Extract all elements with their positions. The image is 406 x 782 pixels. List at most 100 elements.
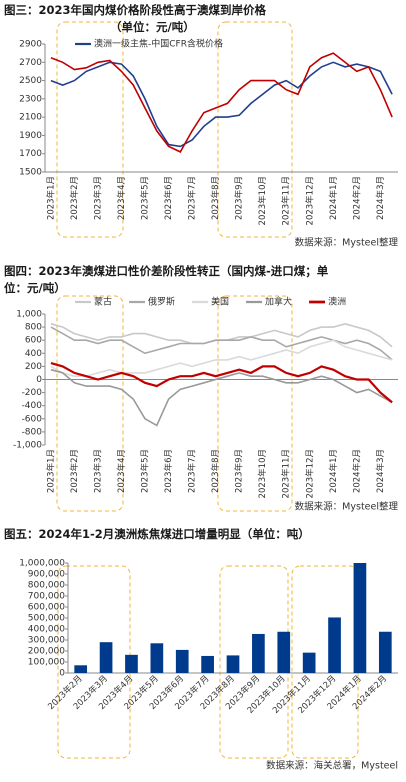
x-tick-label: 2023年5月: [140, 176, 151, 220]
y-tick-label: 2900: [19, 40, 42, 50]
y-tick-label: 2100: [19, 113, 42, 123]
bar: [353, 563, 367, 673]
legend-label: 澳洲一级主焦-中国CFR含税价格: [94, 38, 223, 50]
x-tick-label: 2023年5月: [140, 449, 151, 493]
highlight: [56, 295, 124, 512]
source: 数据来源：Mysteel整理: [295, 237, 399, 249]
x-tick-label: 2023年12月: [304, 449, 315, 498]
x-tick-label: 2023年7月: [187, 449, 198, 493]
bar: [175, 649, 189, 673]
y-tick-label: 900,000: [28, 570, 65, 580]
legend-label: 美国: [211, 296, 229, 308]
x-tick-label: 2023年1月: [45, 449, 56, 493]
x-tick-label: 2024年1月: [328, 449, 339, 493]
y-tick-label: 200: [25, 362, 42, 372]
x-tick-label: 2024年2月: [351, 176, 362, 220]
series-line: [50, 322, 393, 348]
y-tick-label: 400,000: [28, 625, 65, 635]
y-tick-label: 1700: [19, 149, 42, 159]
x-tick-label: 2023年3月: [92, 176, 103, 220]
y-tick-label: 800,000: [28, 581, 65, 591]
y-tick-label: 2500: [19, 76, 42, 86]
x-tick-label: 2023年9月: [234, 176, 245, 220]
y-tick-label: 1500: [19, 168, 42, 178]
chart-subtitle: （单位：元/吨）: [110, 20, 195, 34]
bar: [201, 655, 214, 673]
y-tick-label: -200: [22, 388, 43, 398]
y-tick-label: 1,000,000: [19, 559, 65, 569]
x-tick-label: 2023年7月: [187, 176, 198, 220]
x-tick-label: 2023年4月: [116, 176, 127, 220]
x-tick-label: 2023年11月: [281, 176, 292, 225]
y-tick-label: 400: [25, 349, 42, 359]
x-tick-label: 2024年2月: [351, 449, 362, 493]
y-tick-label: 1,000: [16, 310, 42, 320]
y-tick-label: 800: [25, 323, 42, 333]
chart-title: 图五：2024年1-2月澳洲炼焦煤进口增量明显（单位：吨）: [4, 527, 310, 541]
source: 数据来源：海关总署，Mysteel: [266, 760, 398, 772]
highlight: [217, 295, 293, 512]
chart-title: 图三：2023年国内煤价格阶段性高于澳煤到岸价格: [4, 3, 267, 17]
source: 数据来源：Mysteel整理: [295, 501, 399, 513]
bar: [226, 655, 240, 673]
bar: [150, 643, 164, 673]
x-tick-label: 2024年3月: [375, 176, 386, 220]
y-tick-label: 2300: [19, 94, 42, 104]
bar: [328, 617, 341, 673]
y-tick-label: 200,000: [28, 647, 65, 657]
series-line: [50, 61, 393, 148]
x-tick-label: 2023年2月: [69, 449, 80, 493]
y-tick-label: -400: [22, 401, 43, 411]
y-tick-label: 600: [25, 336, 42, 346]
series-line: [50, 339, 393, 377]
highlight: [291, 565, 359, 759]
bar: [277, 631, 291, 673]
x-tick-label: 2023年8月: [210, 176, 221, 220]
x-tick-label: 2023年8月: [210, 449, 221, 493]
y-tick-label: 100,000: [28, 658, 65, 668]
x-tick-label: 2023年3月: [92, 449, 103, 493]
y-tick-label: 0: [59, 669, 65, 679]
x-tick-label: 2023年12月: [304, 176, 315, 225]
x-tick-label: 2023年10月: [257, 449, 268, 498]
y-tick-label: 500,000: [28, 614, 65, 624]
x-tick-label: 2023年2月: [69, 176, 80, 220]
highlight: [217, 21, 293, 238]
bar: [302, 652, 316, 673]
legend-label: 加拿大: [265, 296, 292, 308]
y-tick-label: 600,000: [28, 603, 65, 613]
y-tick-label: -600: [22, 414, 43, 424]
bar: [99, 642, 113, 673]
bar: [74, 665, 88, 673]
series-line: [50, 368, 393, 427]
series-line: [50, 52, 393, 153]
y-tick-label: -1,000: [13, 441, 42, 451]
y-tick-label: 1900: [19, 131, 42, 141]
y-tick-label: -800: [22, 427, 43, 437]
y-tick-label: 300,000: [28, 636, 65, 646]
chart-title: 图四：2023年澳煤进口性价差阶段性转正（国内煤-进口煤；单位：元/吨）: [4, 264, 329, 295]
series-line: [50, 326, 393, 361]
highlight: [56, 21, 124, 238]
x-tick-label: 2023年6月: [163, 176, 174, 220]
x-tick-label: 2023年4月: [116, 449, 127, 493]
x-tick-label: 2024年3月: [375, 449, 386, 493]
x-tick-label: 2023年10月: [257, 176, 268, 225]
y-tick-label: 0: [36, 375, 42, 385]
series-line: [50, 362, 393, 404]
y-tick-label: 700,000: [28, 592, 65, 602]
x-tick-label: 2023年1月: [45, 176, 56, 220]
bar: [378, 631, 392, 673]
x-tick-label: 2023年9月: [234, 449, 245, 493]
x-tick-label: 2023年6月: [163, 449, 174, 493]
y-tick-label: 2700: [19, 58, 42, 68]
legend-label: 澳洲: [328, 296, 346, 308]
legend-label: 俄罗斯: [148, 296, 175, 308]
x-tick-label: 2024年1月: [328, 176, 339, 220]
highlight: [57, 565, 131, 759]
legend-label: 蒙古: [94, 296, 112, 308]
bar: [125, 654, 138, 673]
bar: [252, 633, 265, 673]
